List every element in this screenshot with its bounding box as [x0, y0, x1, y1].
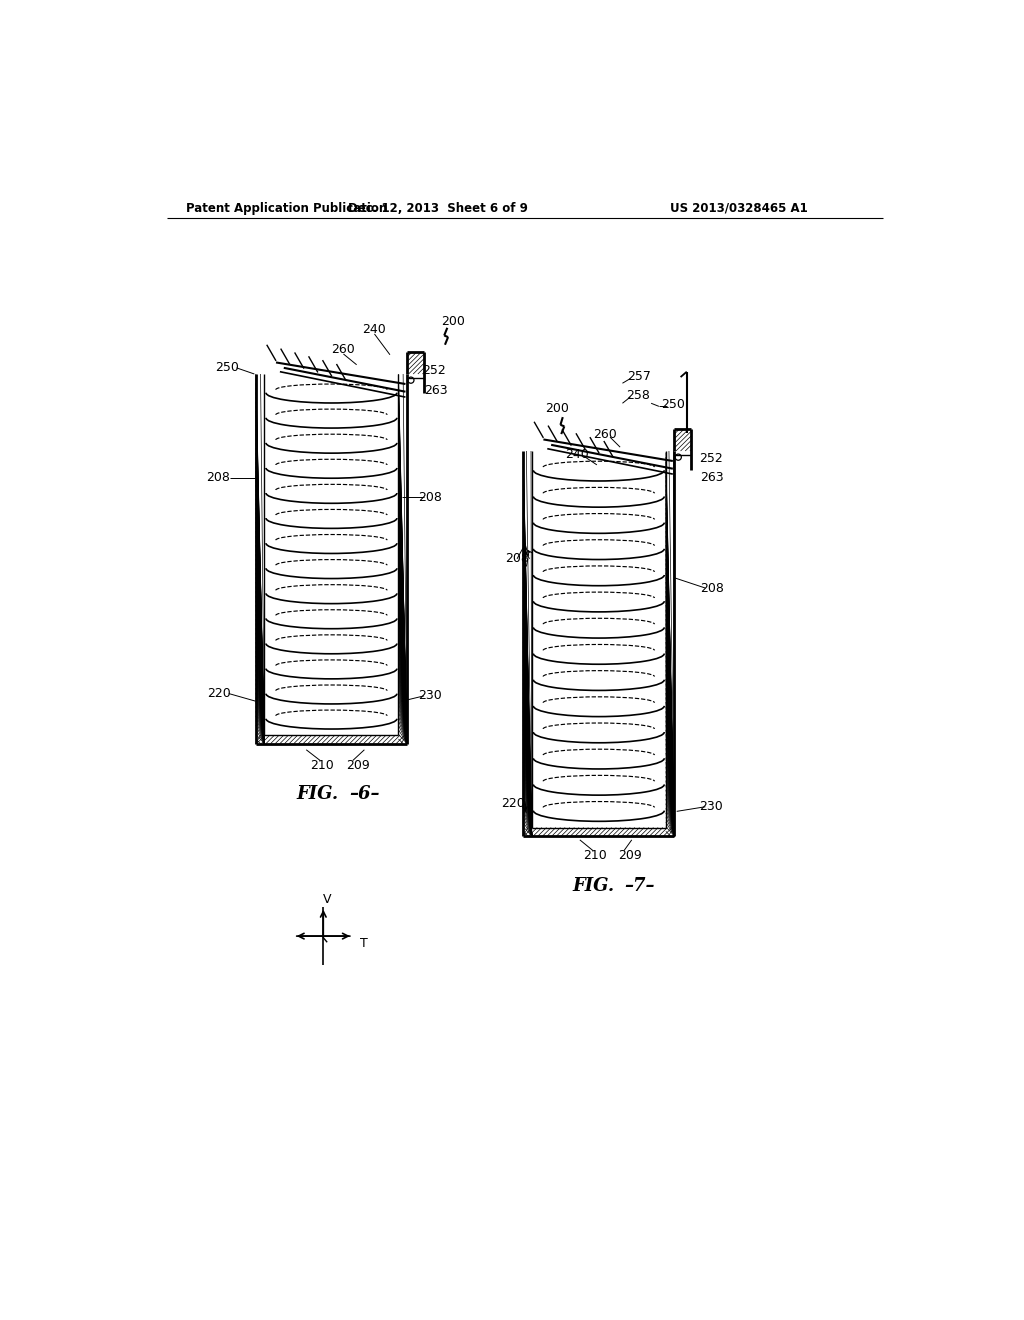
Text: Patent Application Publication: Patent Application Publication — [186, 202, 387, 215]
Text: 240: 240 — [362, 323, 386, 335]
Text: –7–: –7– — [625, 876, 654, 895]
Text: –6–: –6– — [349, 784, 380, 803]
Text: 208: 208 — [505, 552, 529, 565]
Text: US 2013/0328465 A1: US 2013/0328465 A1 — [671, 202, 808, 215]
Text: FIG.: FIG. — [297, 784, 339, 803]
Text: 200: 200 — [441, 315, 466, 329]
Text: 230: 230 — [699, 800, 723, 813]
Text: V: V — [323, 892, 332, 906]
Text: 258: 258 — [626, 389, 650, 403]
Text: 260: 260 — [332, 343, 355, 356]
Text: 252: 252 — [422, 363, 446, 376]
Text: 220: 220 — [208, 686, 231, 700]
Text: 209: 209 — [346, 759, 370, 772]
Text: 230: 230 — [419, 689, 442, 702]
Text: 240: 240 — [565, 449, 589, 462]
Text: 260: 260 — [593, 428, 616, 441]
Text: 257: 257 — [628, 370, 651, 383]
Text: 220: 220 — [502, 797, 525, 810]
Text: 208: 208 — [419, 491, 442, 504]
Text: 210: 210 — [583, 849, 606, 862]
Text: 208: 208 — [699, 582, 724, 594]
Text: 208: 208 — [206, 471, 229, 484]
Text: 200: 200 — [545, 403, 568, 416]
Text: 209: 209 — [618, 849, 642, 862]
Text: 252: 252 — [699, 453, 723, 465]
Text: 210: 210 — [310, 759, 334, 772]
Text: 263: 263 — [700, 471, 724, 484]
Text: 263: 263 — [424, 384, 447, 397]
Text: 250: 250 — [660, 399, 685, 412]
Text: 250: 250 — [215, 362, 240, 375]
Text: Dec. 12, 2013  Sheet 6 of 9: Dec. 12, 2013 Sheet 6 of 9 — [348, 202, 528, 215]
Text: T: T — [359, 937, 368, 950]
Text: FIG.: FIG. — [572, 876, 614, 895]
